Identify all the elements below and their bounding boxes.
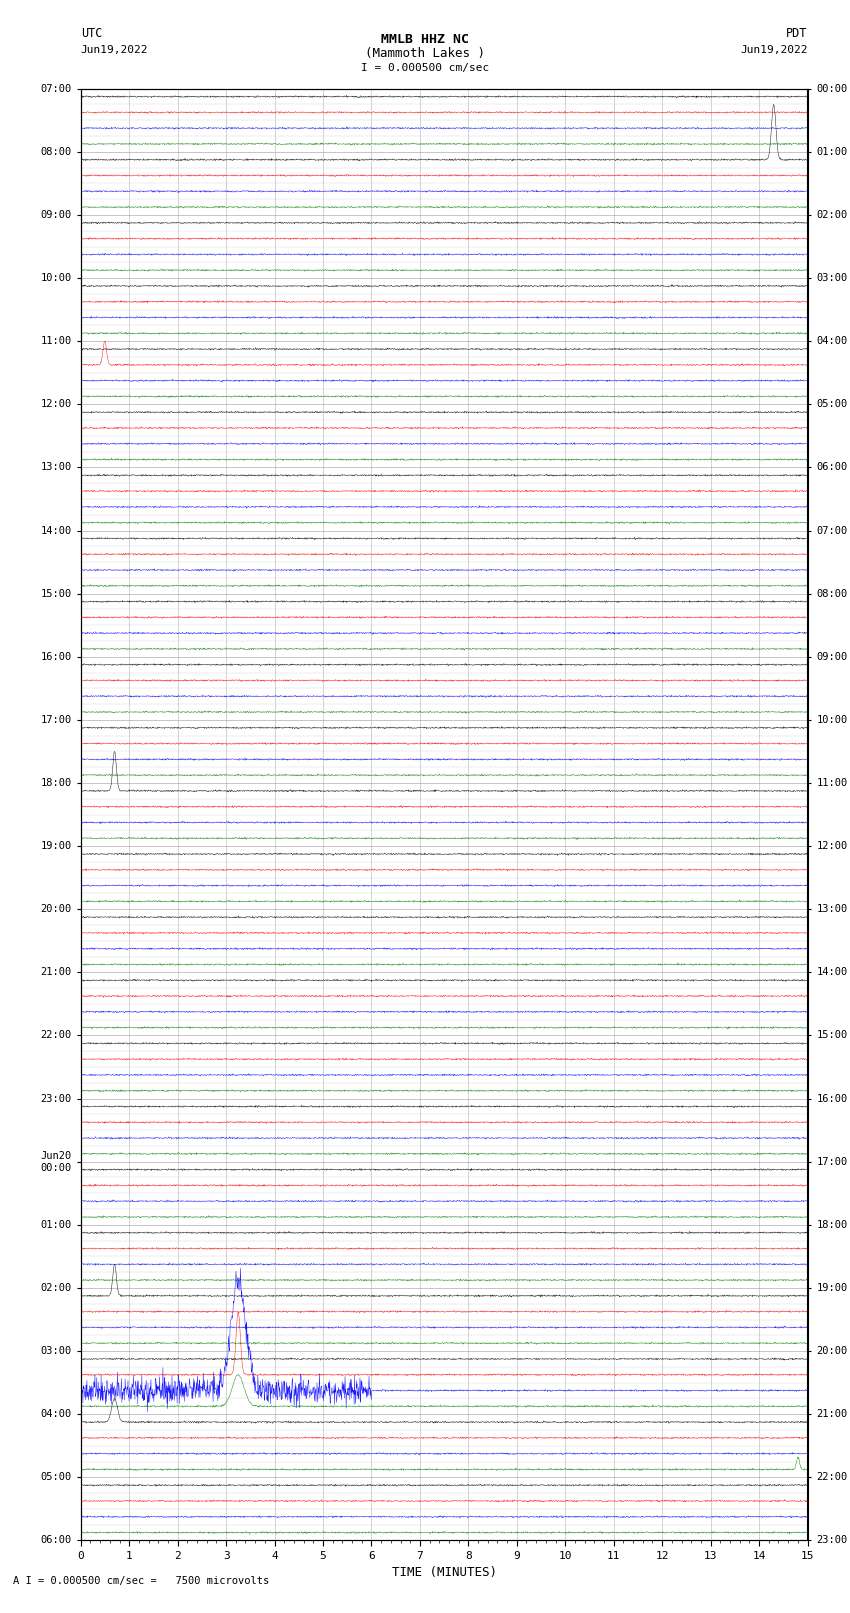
Text: MMLB HHZ NC: MMLB HHZ NC bbox=[381, 32, 469, 45]
Text: Jun19,2022: Jun19,2022 bbox=[740, 45, 808, 55]
Text: PDT: PDT bbox=[786, 27, 807, 40]
Text: A I = 0.000500 cm/sec =   7500 microvolts: A I = 0.000500 cm/sec = 7500 microvolts bbox=[13, 1576, 269, 1586]
Text: (Mammoth Lakes ): (Mammoth Lakes ) bbox=[365, 47, 485, 60]
Text: UTC: UTC bbox=[81, 27, 102, 40]
Text: Jun19,2022: Jun19,2022 bbox=[81, 45, 148, 55]
X-axis label: TIME (MINUTES): TIME (MINUTES) bbox=[392, 1566, 496, 1579]
Text: I = 0.000500 cm/sec: I = 0.000500 cm/sec bbox=[361, 63, 489, 73]
